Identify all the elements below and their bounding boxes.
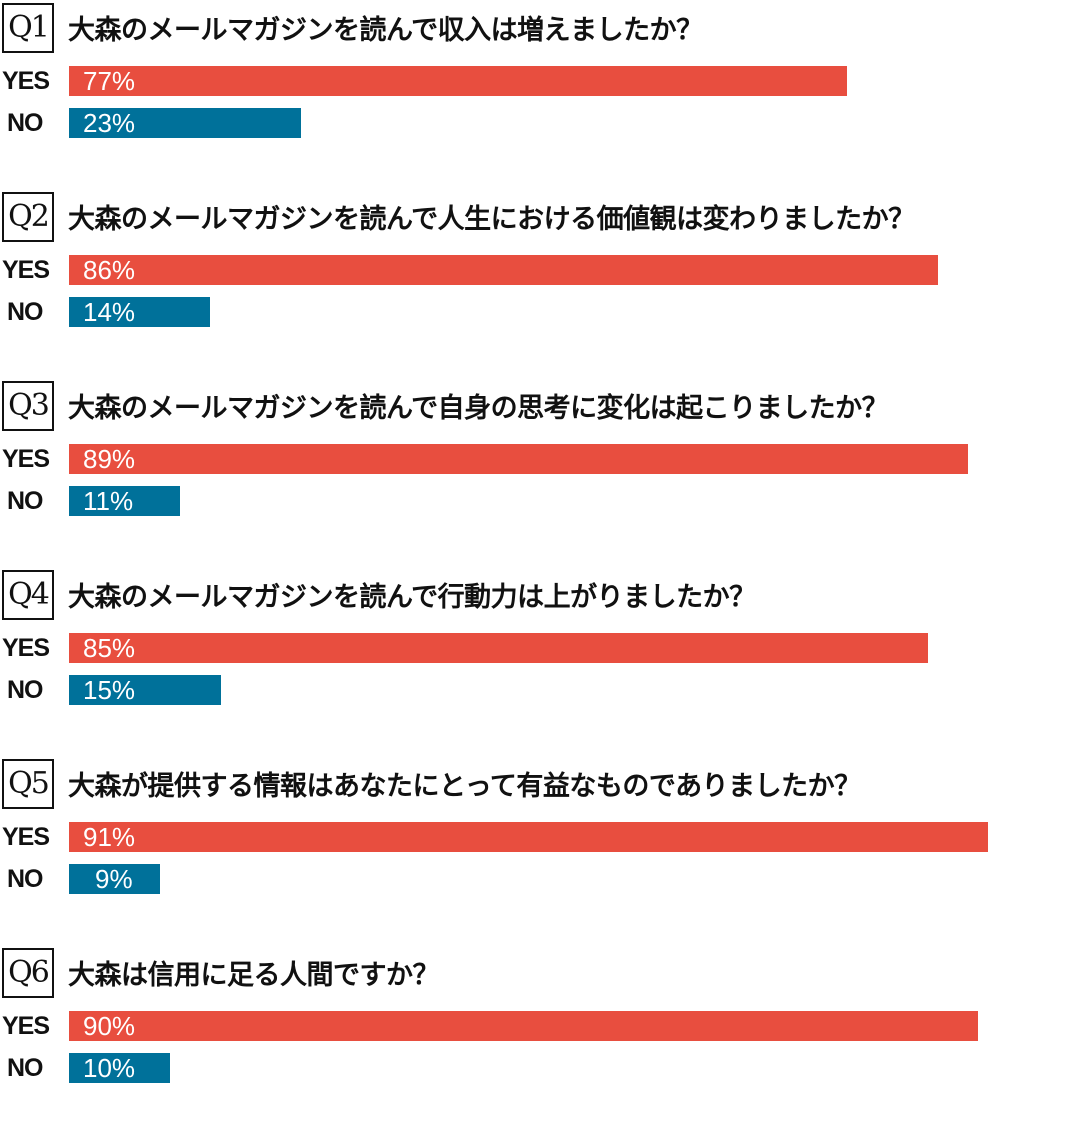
question-title: 大森のメールマガジンを読んで自身の思考に変化は起こりましたか？ xyxy=(68,393,889,424)
yes-label: YES xyxy=(2,1012,50,1040)
no-value-label: 14% xyxy=(83,297,136,327)
yes-label: YES xyxy=(2,634,50,662)
yes-value-label: 85% xyxy=(83,633,136,663)
yes-label: YES xyxy=(2,256,50,284)
yes-value-label: 77% xyxy=(83,66,136,96)
question-block: Q6 大森は信用に足る人間ですか？ YES NO 90% 10% xyxy=(0,945,1090,1134)
no-bar: 23% xyxy=(69,108,302,138)
yes-bar: 90% xyxy=(69,1011,978,1041)
question-title: 大森のメールマガジンを読んで人生における価値観は変わりましたか？ xyxy=(68,204,915,235)
yes-bar: 89% xyxy=(69,444,968,474)
no-value-label: 11% xyxy=(83,486,134,516)
question-block: Q1 大森のメールマガジンを読んで収入は増えましたか？ YES NO 77% 2… xyxy=(0,0,1090,189)
no-label: NO xyxy=(7,1054,43,1082)
yes-bar: 86% xyxy=(69,255,938,285)
no-value-label: 15% xyxy=(83,675,136,705)
yes-label: YES xyxy=(2,823,50,851)
no-bar: 9% xyxy=(69,864,160,894)
yes-bar: 85% xyxy=(69,633,928,663)
no-label: NO xyxy=(7,865,43,893)
question-title: 大森は信用に足る人間ですか？ xyxy=(68,960,440,991)
question-number: Q4 xyxy=(2,570,54,620)
no-label: NO xyxy=(7,109,43,137)
yes-bar: 77% xyxy=(69,66,847,96)
question-title: 大森のメールマガジンを読んで収入は増えましたか？ xyxy=(68,15,703,46)
question-block: Q2 大森のメールマガジンを読んで人生における価値観は変わりましたか？ YES … xyxy=(0,189,1090,378)
no-label: NO xyxy=(7,298,43,326)
yes-value-label: 91% xyxy=(83,822,136,852)
no-label: NO xyxy=(7,487,43,515)
yes-bar: 91% xyxy=(69,822,989,852)
no-label: NO xyxy=(7,676,43,704)
question-number: Q1 xyxy=(2,3,54,53)
no-value-label: 23% xyxy=(83,108,136,138)
question-block: Q5 大森が提供する情報はあなたにとって有益なものでありましたか？ YES NO… xyxy=(0,756,1090,945)
yes-label: YES xyxy=(2,67,50,95)
yes-value-label: 89% xyxy=(83,444,136,474)
no-bar: 10% xyxy=(69,1053,170,1083)
question-number: Q5 xyxy=(2,759,54,809)
no-bar: 14% xyxy=(69,297,211,327)
yes-label: YES xyxy=(2,445,50,473)
question-number: Q3 xyxy=(2,381,54,431)
question-number: Q2 xyxy=(2,192,54,242)
no-bar: 15% xyxy=(69,675,221,705)
question-title: 大森のメールマガジンを読んで行動力は上がりましたか？ xyxy=(68,582,756,613)
no-value-label: 9% xyxy=(95,864,133,894)
question-block: Q4 大森のメールマガジンを読んで行動力は上がりましたか？ YES NO 85%… xyxy=(0,567,1090,756)
question-title: 大森が提供する情報はあなたにとって有益なものでありましたか？ xyxy=(68,771,861,802)
no-bar: 11% xyxy=(69,486,181,516)
no-value-label: 10% xyxy=(83,1053,136,1083)
question-block: Q3 大森のメールマガジンを読んで自身の思考に変化は起こりましたか？ YES N… xyxy=(0,378,1090,567)
question-number: Q6 xyxy=(2,948,54,998)
yes-value-label: 90% xyxy=(83,1011,136,1041)
yes-value-label: 86% xyxy=(83,255,136,285)
